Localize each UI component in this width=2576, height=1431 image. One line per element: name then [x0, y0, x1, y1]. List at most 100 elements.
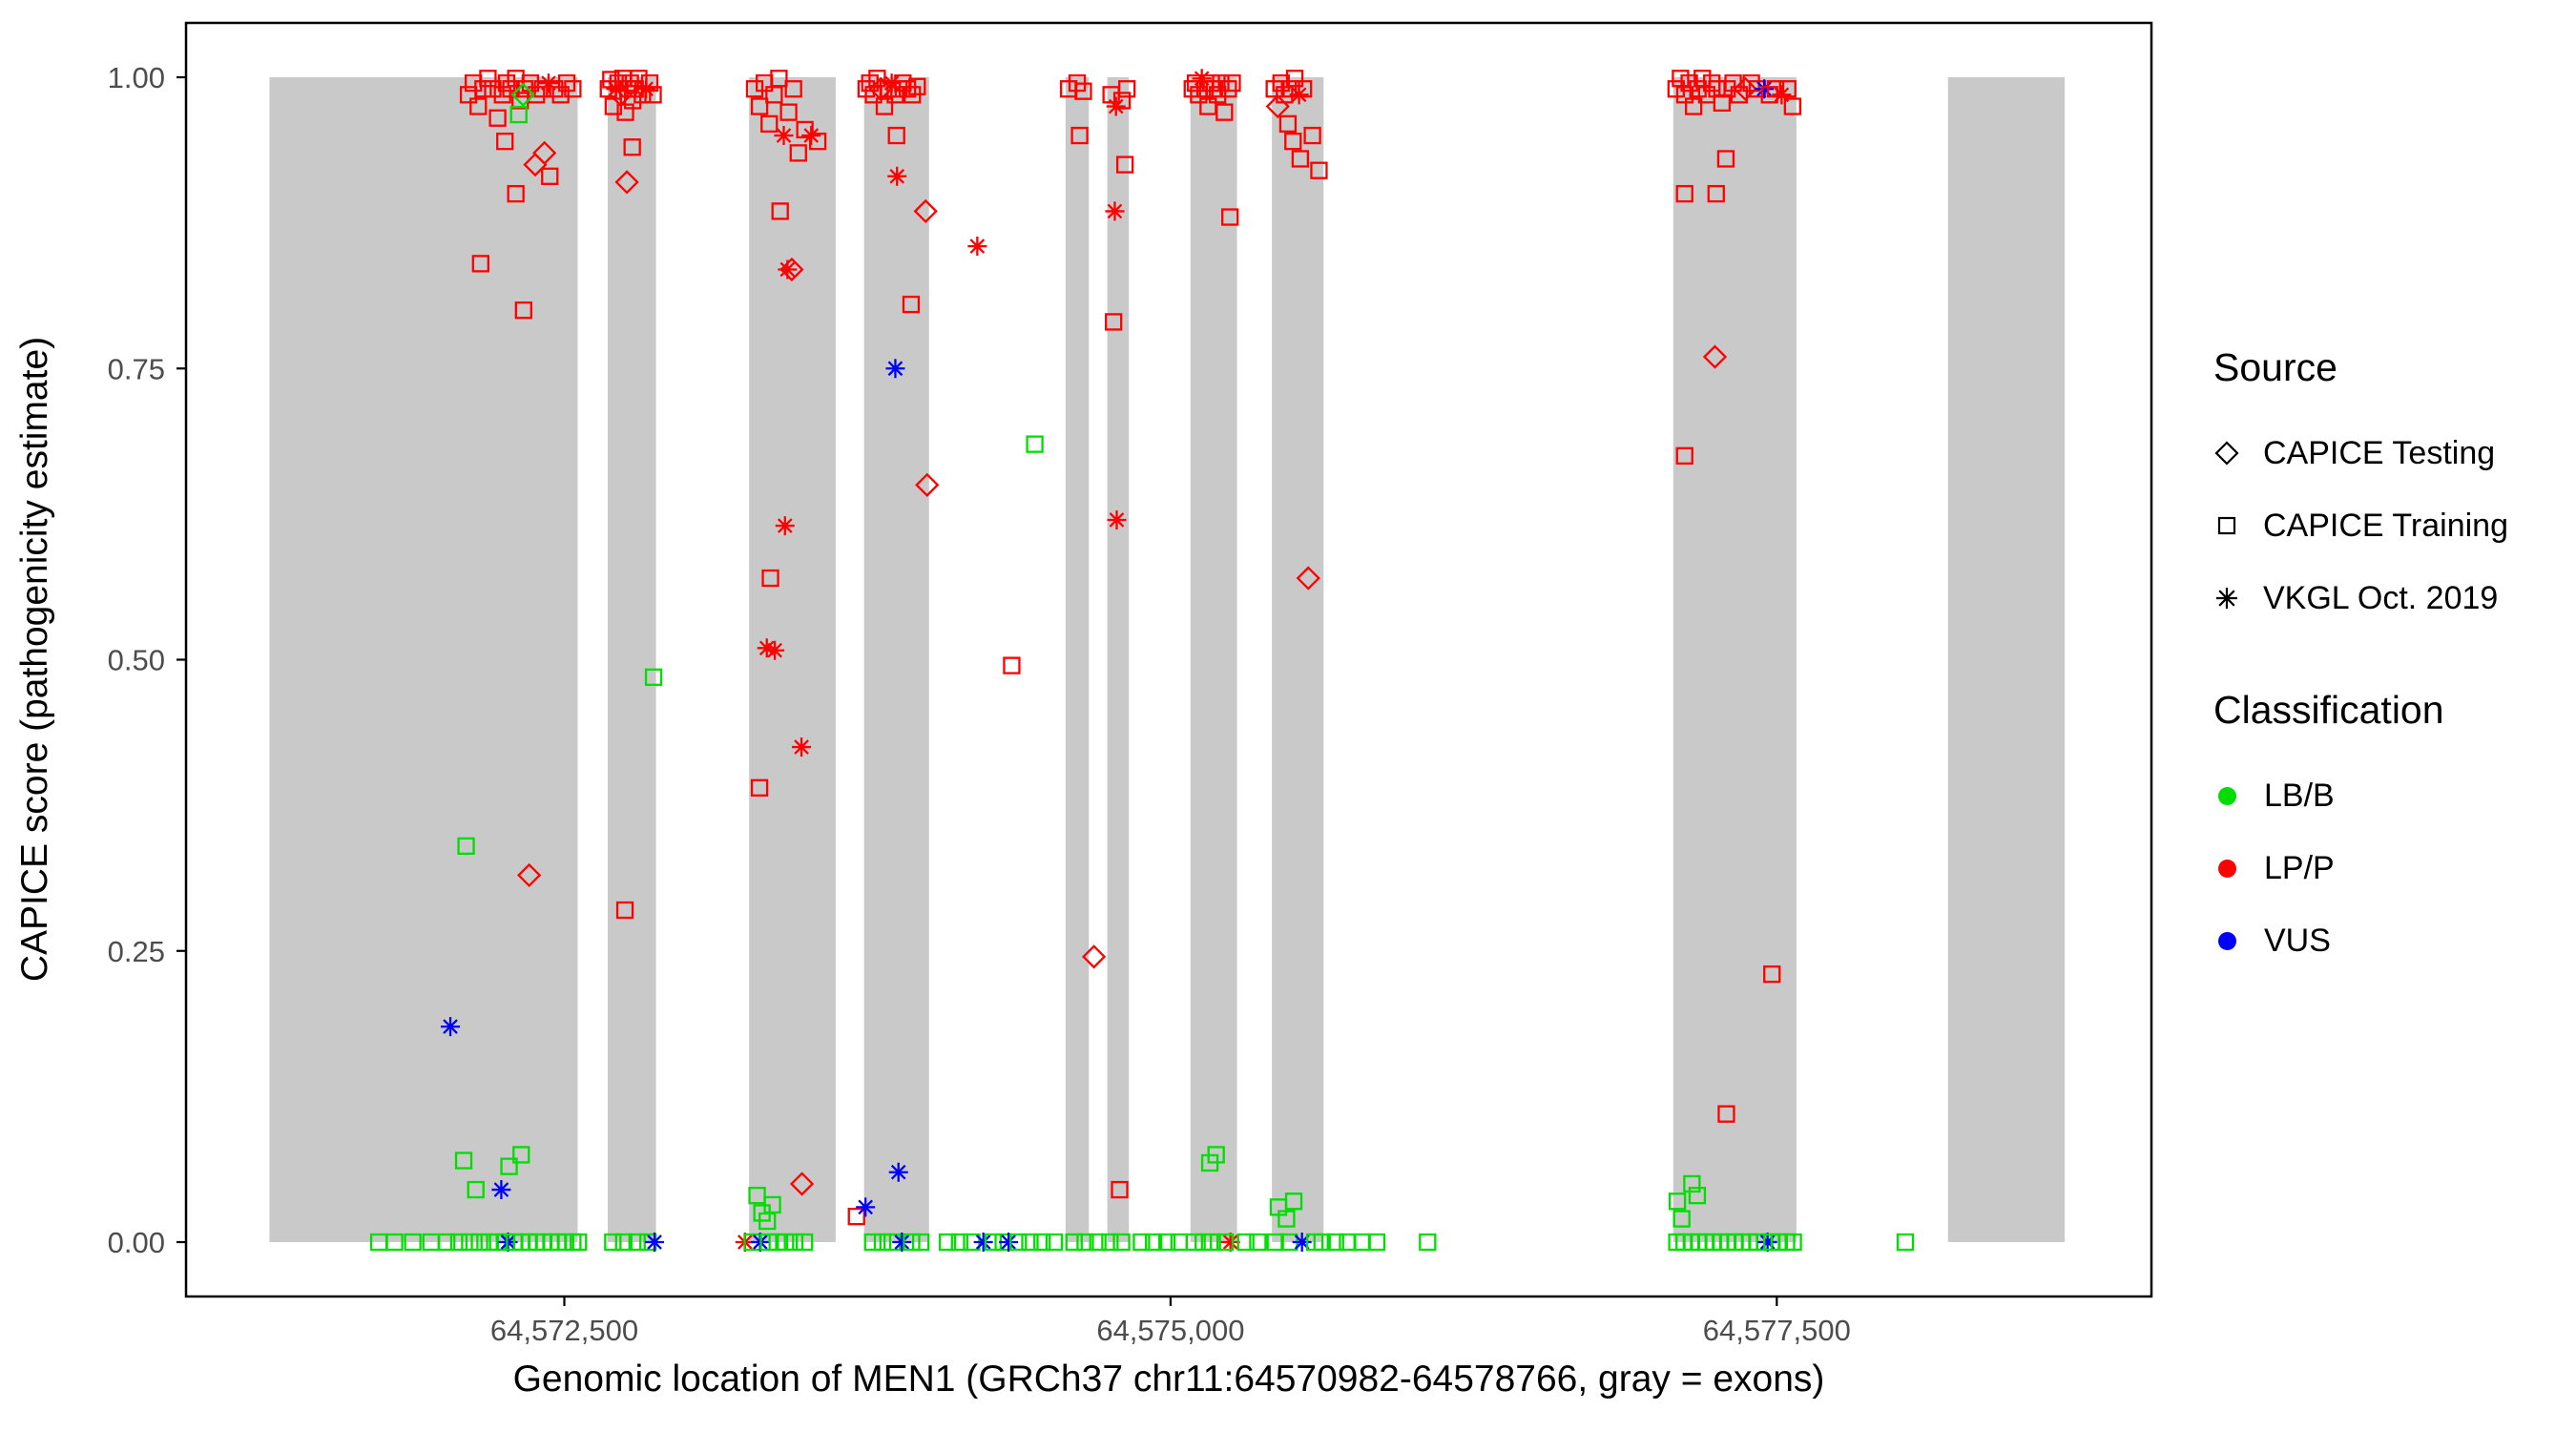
data-point-square: [541, 167, 559, 185]
legend-item-label: CAPICE Testing: [2263, 434, 2496, 471]
data-point-square: [1717, 1105, 1735, 1123]
data-point-square: [1763, 965, 1781, 984]
data-point-square: [461, 1233, 479, 1252]
data-point-diamond: [1296, 566, 1320, 591]
data-point-square: [1223, 73, 1241, 93]
data-point-asterisk: [491, 1180, 511, 1200]
data-point-square: [1070, 126, 1089, 145]
data-point-square: [745, 80, 764, 98]
data-point-square: [1291, 150, 1310, 168]
data-point-square: [1313, 1233, 1331, 1252]
data-point-square: [644, 668, 663, 686]
data-point-square: [570, 1233, 588, 1252]
data-point-square: [1221, 208, 1239, 226]
data-point-square: [1195, 1233, 1213, 1252]
data-point-square: [875, 97, 894, 115]
x-tick-label: 64,577,500: [1703, 1314, 1851, 1347]
legend-source-title: Source: [2213, 345, 2337, 389]
data-point-square: [1766, 80, 1785, 98]
data-point-asterisk: [1772, 85, 1792, 105]
data-point-square: [564, 80, 582, 98]
data-point-square: [507, 184, 525, 203]
data-point-square: [873, 1233, 892, 1252]
data-point-square: [795, 1233, 814, 1252]
data-point-square: [1419, 1233, 1437, 1252]
data-point-square: [1105, 313, 1123, 331]
data-point-square: [546, 80, 564, 98]
exon-band: [1190, 77, 1237, 1242]
legend-item-lbb: LB/B: [2213, 759, 2508, 832]
data-point-square: [1101, 1233, 1119, 1252]
data-point-square: [1021, 1233, 1039, 1252]
data-point-square: [557, 73, 576, 93]
data-point-square: [449, 1233, 468, 1252]
data-point-square: [474, 80, 492, 98]
data-point-square: [868, 70, 886, 88]
exon-band: [1107, 77, 1130, 1242]
data-point-square: [898, 80, 917, 98]
exon-band: [607, 77, 656, 1242]
data-point-square: [908, 77, 926, 95]
data-point-diamond: [532, 140, 557, 165]
data-point-asterisk: [1106, 96, 1126, 116]
data-point-square: [1295, 80, 1313, 98]
data-point-square: [1896, 1233, 1915, 1252]
data-point-square: [1284, 1192, 1303, 1211]
legend-item-vus: VUS: [2213, 904, 2508, 977]
data-point-asterisk: [441, 1017, 461, 1037]
exon-band: [749, 77, 836, 1242]
data-point-square: [748, 1187, 766, 1205]
data-point-square: [514, 301, 532, 320]
data-point-square: [551, 86, 570, 104]
data-point-square: [1367, 1233, 1386, 1252]
data-point-square: [500, 1157, 518, 1175]
data-point-asterisk: [999, 1233, 1019, 1252]
y-tick-label: 0.25: [108, 935, 165, 968]
data-point-square: [1202, 73, 1220, 93]
data-point-square: [1026, 435, 1044, 453]
data-point-asterisk: [856, 1197, 876, 1217]
data-point-diamond: [1081, 944, 1107, 969]
data-point-square: [1215, 1233, 1235, 1252]
data-point-square: [385, 1233, 404, 1252]
data-point-square: [1118, 80, 1136, 98]
data-point-square: [1157, 1233, 1176, 1252]
data-point-square: [1144, 1233, 1163, 1252]
data-point-square: [624, 92, 642, 110]
data-point-square: [950, 1233, 968, 1252]
data-point-square: [1003, 656, 1021, 674]
data-point-asterisk: [778, 259, 798, 280]
data-point-asterisk: [1757, 1233, 1777, 1252]
data-point-square: [1272, 73, 1290, 93]
data-point-asterisk: [1192, 69, 1212, 89]
data-point-square: [1203, 1233, 1221, 1252]
data-point-diamond: [913, 198, 938, 224]
legend-item-label: VUS: [2264, 922, 2331, 959]
data-point-square: [1219, 80, 1237, 98]
data-point-square: [887, 126, 905, 145]
data-point-square: [404, 1233, 422, 1252]
vus-dot-icon: [2218, 931, 2236, 950]
data-point-square: [509, 105, 528, 124]
data-point-square: [938, 1233, 957, 1252]
data-point-asterisk: [765, 640, 785, 660]
data-point-square: [1111, 1180, 1129, 1199]
legend-item-lpp: LP/P: [2213, 832, 2508, 904]
data-point-diamond: [614, 170, 639, 195]
data-point-square: [469, 97, 488, 115]
data-point-square: [808, 133, 827, 151]
data-point-square: [1326, 1233, 1344, 1252]
data-point-square: [1207, 1146, 1225, 1164]
data-point-asterisk: [774, 126, 794, 146]
exon-band: [863, 77, 929, 1242]
data-point-square: [1713, 93, 1732, 113]
data-point-asterisk: [1292, 1233, 1312, 1252]
data-point-asterisk: [792, 737, 812, 757]
data-point-square: [438, 1233, 456, 1252]
data-point-square: [623, 138, 641, 156]
data-point-square: [1089, 1233, 1107, 1252]
data-point-asterisk: [757, 638, 777, 658]
data-point-asterisk: [1289, 85, 1309, 105]
